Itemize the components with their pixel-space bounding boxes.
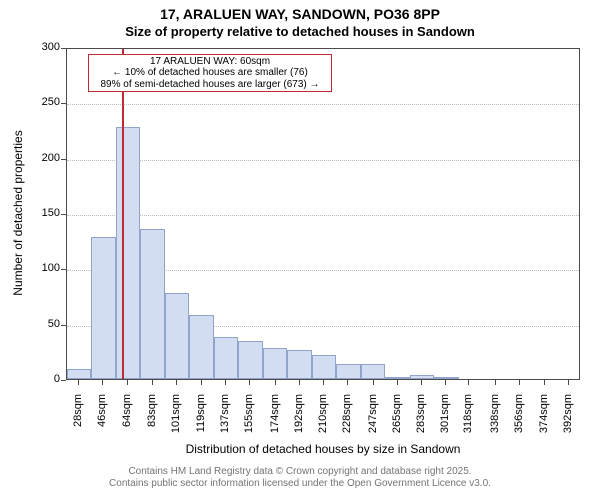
histogram-bar [165,293,189,379]
x-tick-mark [397,380,398,385]
x-tick-mark [421,380,422,385]
annotation-line3: 89% of semi-detached houses are larger (… [89,79,331,91]
x-tick-mark [299,380,300,385]
histogram-bar [67,369,91,379]
x-tick-label: 28sqm [72,394,84,454]
plot-area [66,48,580,380]
x-tick-label: 247sqm [367,394,379,454]
x-tick-mark [201,380,202,385]
x-tick-label: 192sqm [293,394,305,454]
y-tick-label: 50 [30,318,60,330]
y-tick-mark [61,214,66,215]
gridline [67,215,579,216]
gridline [67,104,579,105]
x-tick-mark [445,380,446,385]
histogram-bar [410,375,434,379]
y-tick-label: 250 [30,96,60,108]
y-tick-label: 300 [30,41,60,53]
annotation-line1: 17 ARALUEN WAY: 60sqm [89,56,331,68]
histogram-bar [238,341,262,379]
histogram-bar [385,377,409,379]
y-tick-mark [61,269,66,270]
y-tick-mark [61,159,66,160]
x-tick-label: 119sqm [195,394,207,454]
x-tick-label: 155sqm [243,394,255,454]
y-tick-mark [61,103,66,104]
chart-title-line2: Size of property relative to detached ho… [0,24,600,39]
x-tick-label: 356sqm [513,394,525,454]
y-tick-mark [61,48,66,49]
x-tick-mark [373,380,374,385]
x-tick-mark [102,380,103,385]
chart-title-line1: 17, ARALUEN WAY, SANDOWN, PO36 8PP [0,6,600,22]
x-tick-label: 265sqm [391,394,403,454]
x-tick-label: 392sqm [562,394,574,454]
y-tick-mark [61,325,66,326]
x-tick-mark [568,380,569,385]
histogram-bar [312,355,336,379]
histogram-bar [140,229,164,380]
histogram-bar [336,364,360,379]
histogram-bar [116,127,140,379]
x-tick-mark [225,380,226,385]
property-annotation-box: 17 ARALUEN WAY: 60sqm ← 10% of detached … [88,54,332,92]
x-tick-label: 374sqm [538,394,550,454]
property-size-histogram: 17, ARALUEN WAY, SANDOWN, PO36 8PP Size … [0,0,600,500]
x-tick-mark [78,380,79,385]
histogram-bar [91,237,115,379]
x-tick-mark [519,380,520,385]
x-tick-label: 137sqm [219,394,231,454]
y-tick-label: 100 [30,262,60,274]
histogram-bar [263,348,287,379]
histogram-bar [361,364,385,379]
x-tick-label: 338sqm [489,394,501,454]
x-tick-label: 301sqm [439,394,451,454]
x-tick-label: 228sqm [341,394,353,454]
y-tick-label: 0 [30,373,60,385]
histogram-bar [214,337,238,379]
y-tick-label: 150 [30,207,60,219]
gridline [67,160,579,161]
annotation-line2: ← 10% of detached houses are smaller (76… [89,67,331,79]
footer-line1: Contains HM Land Registry data © Crown c… [0,466,600,478]
x-tick-mark [323,380,324,385]
x-tick-label: 64sqm [121,394,133,454]
property-marker-line [122,49,124,379]
x-tick-mark [347,380,348,385]
x-tick-label: 210sqm [317,394,329,454]
histogram-bar [189,315,213,379]
x-tick-label: 283sqm [415,394,427,454]
y-axis-label: Number of detached properties [11,47,25,379]
footer-line2: Contains public sector information licen… [0,478,600,490]
x-tick-mark [468,380,469,385]
y-tick-mark [61,380,66,381]
x-tick-mark [275,380,276,385]
x-tick-mark [249,380,250,385]
x-tick-label: 318sqm [462,394,474,454]
x-tick-mark [544,380,545,385]
x-tick-mark [152,380,153,385]
histogram-bar [434,377,458,379]
x-tick-mark [127,380,128,385]
histogram-bar [287,350,311,379]
x-tick-mark [176,380,177,385]
attribution-footer: Contains HM Land Registry data © Crown c… [0,466,600,490]
x-tick-label: 174sqm [269,394,281,454]
x-tick-label: 83sqm [146,394,158,454]
y-tick-label: 200 [30,152,60,164]
x-tick-label: 46sqm [96,394,108,454]
x-tick-mark [495,380,496,385]
x-tick-label: 101sqm [170,394,182,454]
